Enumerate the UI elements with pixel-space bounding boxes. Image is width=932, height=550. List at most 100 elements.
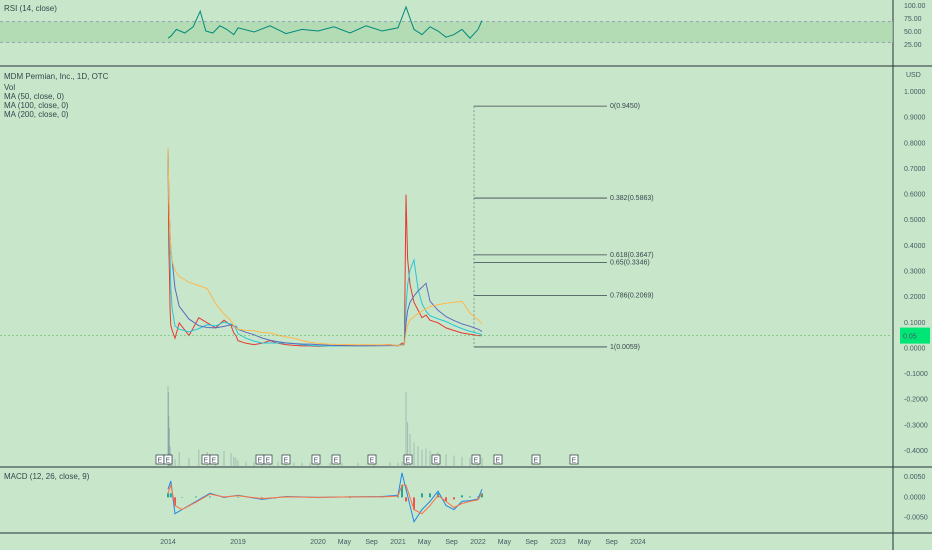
price-tick-label: -0.1000: [904, 371, 928, 378]
earnings-marker-label: E: [496, 458, 501, 465]
macd-histogram-bar: [167, 493, 169, 498]
price-tick-label: 0.5000: [904, 217, 926, 224]
price-tick-label: 0.2000: [904, 294, 926, 301]
volume-bar: [317, 463, 319, 466]
price-tick-label: -0.2000: [904, 397, 928, 404]
macd-line: [167, 472, 483, 524]
earnings-marker: [431, 454, 441, 465]
earnings-marker-label: E: [406, 458, 411, 465]
time-tick-label: Sep: [365, 539, 378, 546]
earnings-marker-label: E: [284, 458, 289, 465]
earnings-marker: [569, 454, 579, 465]
volume-bar: [230, 453, 232, 466]
rsi-band-fill: [0, 21, 893, 43]
volume-bar: [309, 462, 311, 466]
volume-bar: [235, 458, 237, 466]
rsi-tick-label: 100.00: [904, 3, 926, 10]
earnings-marker-label: E: [212, 458, 217, 465]
volume-bar: [405, 392, 407, 466]
earnings-marker-label: E: [572, 458, 577, 465]
fib-level-label: 0.65(0.3346): [610, 260, 650, 267]
earnings-marker-label: E: [534, 458, 539, 465]
fib-level-label: 0.618(0.3647): [610, 252, 654, 259]
time-tick-label: Sep: [445, 539, 458, 546]
volume-bar: [245, 461, 247, 466]
price-tick-label: 1.0000: [904, 89, 926, 96]
earnings-marker: [403, 454, 413, 465]
earnings-marker: [263, 454, 273, 465]
time-tick-label: 2014: [160, 539, 176, 546]
rsi-tick-label: 75.00: [904, 16, 922, 23]
volume-bar: [198, 449, 200, 466]
earnings-marker: [531, 454, 541, 465]
earnings-marker: [471, 454, 481, 465]
volume-bar: [481, 458, 483, 466]
volume-bar: [301, 462, 303, 466]
volume-bar: [407, 422, 409, 466]
currency-label: USD: [906, 72, 921, 79]
macd-histogram-bar: [237, 496, 239, 498]
macd-histogram-bar: [469, 496, 471, 498]
time-tick-label: Sep: [525, 539, 538, 546]
volume-bar: [469, 457, 471, 466]
macd-tick-label: 0.0050: [904, 474, 926, 481]
price-pane: 1.0000 0.9000 0.8000 0.7000 0.6000 0.5000 0.40…: [0, 89, 930, 466]
time-tick-label: 2021: [390, 539, 406, 546]
earnings-marker-label: E: [370, 458, 375, 465]
rsi-tick-label: 25.00: [904, 42, 922, 49]
earnings-marker: [209, 454, 219, 465]
time-tick-label: 2019: [230, 539, 246, 546]
macd-histogram-bar: [413, 497, 415, 510]
price-tick-label: 0.3000: [904, 269, 926, 276]
time-tick-label: Sep: [605, 539, 618, 546]
earnings-marker: [163, 454, 173, 465]
volume-bar: [329, 462, 331, 466]
current-price-badge: [900, 327, 930, 344]
macd-histogram-bar: [195, 496, 197, 498]
volume-bar: [188, 458, 190, 466]
earnings-marker: [311, 454, 321, 465]
macd-signal-line: [167, 483, 483, 515]
volume-bar: [223, 450, 225, 466]
time-tick-label: 2023: [550, 539, 566, 546]
rsi-line: [167, 5, 483, 39]
time-tick-label: May: [338, 539, 352, 546]
legend-ma-200: MA (200, close, 0): [4, 110, 69, 119]
volume-bar: [168, 416, 170, 466]
earnings-marker-label: E: [166, 458, 171, 465]
volume-bar: [413, 442, 415, 466]
macd-histogram-bar: [461, 495, 463, 498]
price-tick-label: 0.9000: [904, 115, 926, 122]
price-tick-label: -0.3000: [904, 422, 928, 429]
price-tick-label: 0.6000: [904, 192, 926, 199]
time-tick-label: May: [578, 539, 592, 546]
volume-bar: [429, 450, 431, 466]
ma-200-line: [167, 148, 483, 346]
time-tick-label: 2022: [470, 539, 486, 546]
earnings-marker: [331, 454, 341, 465]
macd-histogram-bar: [405, 497, 407, 502]
volume-bar: [277, 461, 279, 466]
price-tick-label: 0.0000: [904, 345, 926, 352]
macd-tick-label: -0.0050: [904, 515, 928, 522]
rsi-pane: 100.00 75.00 50.00 25.00: [0, 3, 926, 49]
volume-bar: [357, 462, 359, 466]
fib-level-label: 0.786(0.2069): [610, 292, 654, 299]
macd-histogram-bar: [445, 497, 447, 502]
volume-bar: [233, 456, 235, 466]
volume-bar: [174, 459, 176, 466]
earnings-marker-label: E: [158, 458, 163, 465]
volume-bar: [178, 452, 180, 466]
price-tick-label: 0.1000: [904, 320, 926, 327]
ma-50-line: [167, 148, 483, 347]
time-axis: 2014 2019 2020 May Sep 2021 May Sep 2022 May Sep 20…: [160, 539, 646, 546]
earnings-marker-label: E: [474, 458, 479, 465]
earnings-marker-label: E: [258, 458, 263, 465]
macd-histogram-bar: [481, 493, 483, 498]
volume-bar: [237, 460, 239, 466]
macd-histogram-bar: [174, 497, 176, 506]
volume-bar: [401, 461, 403, 466]
macd-histogram-bar: [477, 496, 479, 498]
